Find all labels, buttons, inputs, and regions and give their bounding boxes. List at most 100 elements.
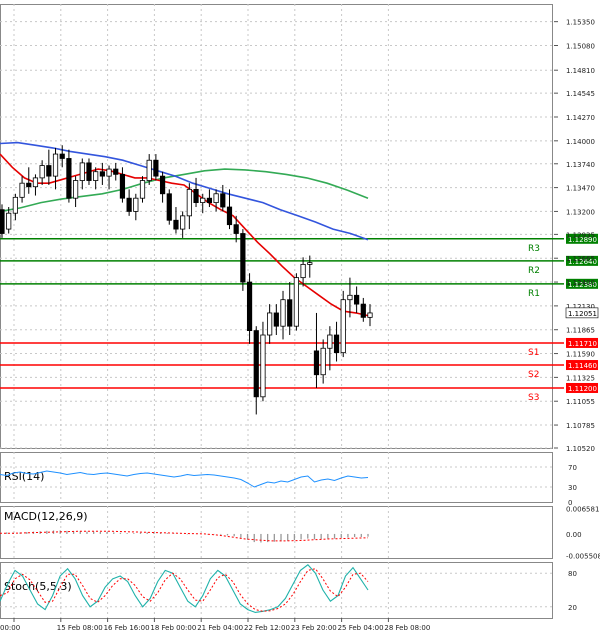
candle-body [106,168,112,177]
price-tick-label: 1.12665 [566,255,595,263]
time-tick-label: 15 Feb 08:00 [57,624,103,632]
candle-body [52,153,59,177]
candle-body [300,263,306,279]
candle-body [307,262,313,265]
candle-body [253,330,259,398]
candle-body [246,281,253,332]
panel-frame [0,506,553,559]
price-tick-label: 1.11865 [566,327,595,335]
macd-panel: MACD(12,26,9) 0.006581 0.00 -0.005508 [0,505,600,560]
candle-body [367,312,373,318]
price-tick-label: 1.15350 [566,19,595,27]
stoch-main-line [0,564,369,613]
candle-body [360,303,366,318]
price-tick-label: 1.14000 [566,138,595,146]
ma-slow-line [0,168,369,213]
candle-body [220,193,226,208]
price-tick-label: 1.13740 [566,161,595,169]
rsi-panel: RSI(14) 70 30 0 [0,464,577,507]
macd-tick-label: -0.005508 [566,552,600,560]
candle-body [180,215,186,230]
price-tick-label: 1.14270 [566,114,595,122]
price-tick-label: 1.10520 [566,445,595,453]
candle-body [166,193,172,221]
level-tag [566,278,598,289]
price-tick-label: 1.12935 [566,231,595,239]
candle-body [99,171,105,177]
candle-body [79,162,85,181]
candle-body [347,294,353,301]
level-tag [566,382,598,393]
time-tick-label: 23 Feb 20:00 [291,624,337,632]
macd-signal-line [0,530,369,542]
candle-body [193,188,199,204]
candle-body [59,153,65,159]
moving-averages [0,141,369,317]
stoch-panel: Stoch(5,5,3) 80 20 [0,564,577,613]
price-tick-label: 1.13470 [566,185,595,193]
candle-body [86,162,92,181]
candle-body [267,312,273,336]
level-value-s2: 1.11460 [568,362,597,370]
price-tick-label: 1.11325 [566,374,595,382]
candle-body [240,233,246,283]
candle-body [280,299,286,327]
level-tag [566,255,598,266]
level-tag [566,337,598,348]
level-name-r1: R1 [528,289,540,299]
candle-body [146,159,152,181]
candle-body [260,334,266,398]
current-price-label: 1.12051 [568,310,597,318]
candle-body [320,347,326,376]
time-tick-label: 22 Feb 12:00 [244,624,290,632]
candle-body [273,312,279,327]
time-tick-label: 28 Feb 08:00 [384,624,430,632]
candle-body [293,277,300,327]
candle-body [32,177,39,188]
candle-body [186,188,192,217]
level-value-r2: 1.12640 [568,258,597,266]
candle-body [66,158,72,199]
candle-body [93,171,99,181]
level-name-r3: R3 [528,244,540,254]
candle-body [19,182,25,198]
price-tick-label: 1.12130 [566,303,595,311]
stoch-label: Stoch(5,5,3) [4,580,72,593]
candle-body [206,197,213,204]
ma-fast-line [0,153,369,317]
time-tick-label: 21 Feb 04:00 [197,624,243,632]
time-axis: 00:00 15 Feb 08:00 16 Feb 16:00 18 Feb 00:0… [0,618,430,632]
candle-body [200,197,206,204]
current-price-tag [565,307,599,319]
candle-body [139,180,146,199]
panel-frames [0,4,553,619]
candle-body [26,182,32,188]
candle-body [46,165,52,177]
pivot-levels: R3 1.12890 R2 1.12640 R1 1.12380 S1 1.11710 S2 1.… [0,233,598,403]
price-tick-label: 1.14545 [566,90,595,98]
level-value-s3: 1.11200 [568,385,597,393]
price-tick-label: 1.15080 [566,42,595,50]
price-axis: 1.15350 1.15080 1.14810 1.14545 1.14270 1.140… [554,19,599,453]
level-tag [566,233,598,244]
level-value-r1: 1.12380 [568,281,597,289]
rsi-line [0,470,369,488]
candle-body [119,173,126,199]
panel-frame [0,452,553,503]
candle-body [173,219,179,230]
candle-body [12,196,18,214]
time-tick-label: 00:00 [0,624,20,632]
macd-tick-label: 0.006581 [566,505,599,513]
macd-label: MACD(12,26,9) [4,510,88,523]
level-name-s1: S1 [528,348,539,358]
stoch-tick-label: 80 [568,570,577,578]
level-value-r3: 1.12890 [568,236,597,244]
candle-body [313,350,320,376]
time-tick-label: 16 Feb 16:00 [104,624,150,632]
panel-frame [0,562,553,619]
candles [0,145,373,415]
macd-tick-label: 0.00 [566,531,582,539]
candle-body [340,299,346,354]
price-tick-label: 1.11590 [566,351,595,359]
